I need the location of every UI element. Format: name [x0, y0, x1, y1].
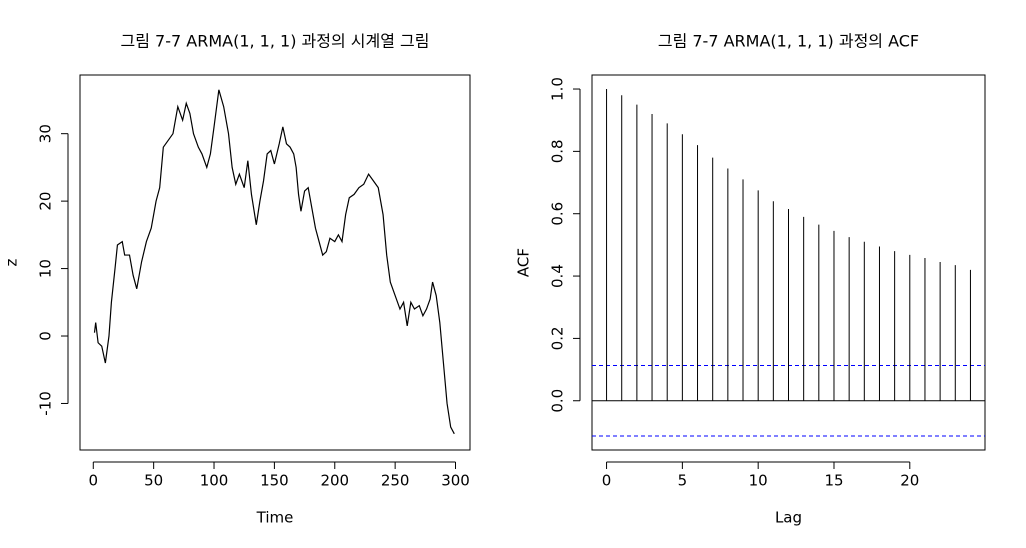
plot-box — [591, 74, 986, 451]
x-tick-label: 15 — [824, 472, 843, 490]
chart-title: 그림 7-7 ARMA(1, 1, 1) 과정의 ACF — [658, 32, 919, 51]
x-tick-label: 300 — [441, 472, 470, 490]
x-axis-label: Time — [256, 509, 294, 527]
x-tick-label: 0 — [89, 472, 99, 490]
x-tick-label: 200 — [320, 472, 349, 490]
y-tick-label: 0.2 — [549, 326, 567, 350]
x-tick-label: 50 — [144, 472, 163, 490]
x-tick-label: 150 — [260, 472, 289, 490]
y-tick-label: 20 — [37, 192, 55, 211]
y-tick-label: 10 — [37, 259, 55, 278]
x-tick-label: 20 — [900, 472, 919, 490]
series-line — [93, 89, 455, 435]
plot-box — [79, 74, 471, 451]
x-tick-label: 250 — [381, 472, 410, 490]
x-tick-label: 10 — [749, 472, 768, 490]
x-tick-label: 5 — [678, 472, 688, 490]
y-tick-label: 0.6 — [549, 202, 567, 226]
y-tick-label: 0.4 — [549, 264, 567, 288]
y-tick-label: 0.0 — [549, 389, 567, 413]
x-tick-label: 0 — [602, 472, 612, 490]
y-tick-label: 0 — [37, 331, 55, 341]
x-axis-label: Lag — [775, 509, 802, 527]
y-tick-label: 0.8 — [549, 139, 567, 163]
y-axis-label: z — [3, 258, 21, 266]
chart-title: 그림 7-7 ARMA(1, 1, 1) 과정의 시계열 그림 — [121, 32, 430, 51]
y-axis-label: ACF — [515, 248, 533, 277]
x-tick-label: 100 — [200, 472, 229, 490]
y-tick-label: -10 — [37, 391, 55, 416]
y-tick-label: 30 — [37, 124, 55, 143]
y-tick-label: 1.0 — [549, 77, 567, 101]
